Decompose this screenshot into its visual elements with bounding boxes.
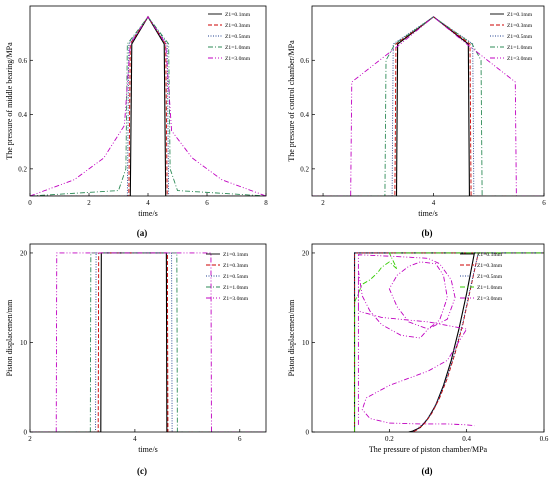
- y-tick-label: 20: [20, 249, 28, 257]
- series-line-d-3: [354, 252, 544, 432]
- x-tick-label: 0: [28, 199, 32, 207]
- y-tick-label: 0.4: [18, 111, 27, 119]
- y-axis-label: Piston displacemen/mm: [287, 299, 296, 376]
- legend-label: Z1=0.5mm: [507, 34, 533, 40]
- y-axis-label: Piston displacemen/mm: [5, 299, 14, 376]
- series-line-c-4: [30, 252, 266, 432]
- legend-label: Z1=3.0mm: [225, 56, 251, 62]
- series-line-a-3: [30, 16, 266, 196]
- x-tick-label: 4: [432, 199, 436, 207]
- legend-label: Z1=0.1mm: [477, 252, 503, 258]
- legend: Z1=0.1mm Z1=0.3mm Z1=0.5mm Z1=1.0mm Z1=3.0mm: [206, 252, 249, 302]
- panel-label: (b): [422, 228, 433, 238]
- legend-label: Z1=0.5mm: [225, 34, 251, 40]
- y-tick-label: 0.2: [300, 165, 309, 173]
- x-tick-label: 6: [205, 199, 209, 207]
- series-line-b-5: [312, 16, 544, 196]
- x-tick-label: 0.4: [462, 435, 471, 443]
- legend-label: Z1=0.3mm: [225, 23, 251, 29]
- x-tick-label: 6: [238, 435, 242, 443]
- y-tick-label: 0.2: [18, 165, 27, 173]
- series-line-d-2: [354, 252, 544, 432]
- chart-panel-d: 0.2 0.4 0.6 0 10 20 The pressure of piston cha…: [287, 243, 549, 476]
- legend-label: Z1=0.1mm: [223, 252, 249, 258]
- series-line-b-4: [312, 16, 544, 196]
- series-line-a-4: [30, 16, 266, 196]
- legend-label: Z1=1.0mm: [225, 45, 251, 51]
- legend-label: Z1=0.1mm: [507, 12, 533, 18]
- series-line-a-5: [30, 16, 266, 196]
- y-tick-label: 0.4: [300, 111, 309, 119]
- y-axis-label: The pressure of control chamber/MPa: [287, 40, 296, 162]
- series-line-b-1: [312, 16, 544, 196]
- x-tick-label: 8: [264, 199, 268, 207]
- x-axis-label: The pressure of piston chamber/MPa: [369, 445, 488, 454]
- y-tick-label: 0.6: [300, 57, 309, 65]
- y-tick-label: 20: [302, 249, 310, 257]
- x-tick-label: 0.2: [385, 435, 394, 443]
- chart-panel-a: 0 2 4 6 8 0.2 0.4 0.6 time/s The pressure of midd…: [5, 5, 268, 238]
- y-tick-label: 10: [302, 339, 310, 347]
- legend-label: Z1=0.3mm: [507, 23, 533, 29]
- series-line-b-3: [312, 16, 544, 196]
- y-tick-label: 0: [306, 429, 310, 437]
- y-tick-label: 10: [20, 339, 28, 347]
- legend-label: Z1=0.5mm: [223, 274, 249, 280]
- y-axis-label: The pressure of middle bearing/MPa: [5, 42, 14, 160]
- plot-frame: [311, 243, 545, 433]
- legend: Z1=0.1mm Z1=0.3mm Z1=0.5mm Z1=1.0mm Z1=3.0mm: [490, 12, 533, 62]
- legend-label: Z1=0.3mm: [223, 263, 249, 269]
- panel-label: (d): [422, 466, 433, 476]
- x-tick-label: 6: [542, 199, 546, 207]
- x-tick-label: 2: [321, 199, 325, 207]
- x-tick-label: 4: [146, 199, 150, 207]
- legend-label: Z1=0.3mm: [477, 263, 503, 269]
- chart-panel-b: 2 4 6 0.2 0.4 0.6 time/s The pressure of contro…: [287, 5, 546, 238]
- legend: Z1=0.1mm Z1=0.3mm Z1=0.5mm Z1=1.0mm Z1=3.0mm: [208, 12, 251, 62]
- legend-label: Z1=1.0mm: [223, 285, 249, 291]
- chart-panel-c: 2 4 6 0 10 20 time/s Piston displacemen/mm (c) Z1…: [5, 243, 267, 476]
- y-tick-label: 0: [24, 429, 28, 437]
- legend-label: Z1=3.0mm: [507, 56, 533, 62]
- legend-label: Z1=0.1mm: [225, 12, 251, 18]
- y-tick-label: 0.6: [18, 57, 27, 65]
- x-tick-label: 2: [28, 435, 32, 443]
- series-line-b-2: [312, 16, 544, 196]
- x-axis-label: time/s: [138, 445, 158, 454]
- x-tick-label: 4: [133, 435, 137, 443]
- legend-label: Z1=3.0mm: [223, 296, 249, 302]
- x-tick-label: 2: [87, 199, 91, 207]
- series-line-a-1: [30, 15, 266, 196]
- plot-frame: [311, 5, 545, 197]
- legend-label: Z1=3.0mm: [477, 296, 503, 302]
- legend-label: Z1=1.0mm: [507, 45, 533, 51]
- legend: Z1=0.1mm Z1=0.3mm Z1=0.5mm Z1=1.0mm Z1=3.0mm: [460, 252, 503, 302]
- series-line-a-2: [30, 16, 266, 196]
- legend-label: Z1=0.5mm: [477, 274, 503, 280]
- panel-label: (c): [137, 466, 147, 476]
- x-axis-label: time/s: [418, 209, 438, 218]
- series-line-d-1: [353, 252, 544, 432]
- panel-label: (a): [137, 228, 148, 238]
- legend-label: Z1=1.0mm: [477, 285, 503, 291]
- plot-frame: [29, 243, 267, 433]
- x-tick-label: 0.6: [540, 435, 549, 443]
- x-axis-label: time/s: [138, 209, 158, 218]
- series-line-d-5: [357, 254, 475, 427]
- series-line-d-4: [354, 252, 544, 432]
